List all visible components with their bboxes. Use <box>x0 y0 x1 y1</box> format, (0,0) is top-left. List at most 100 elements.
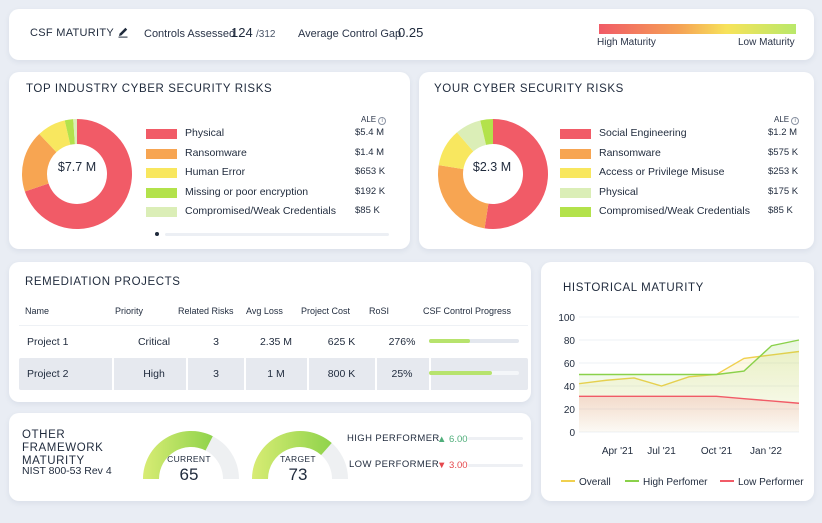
risk-legend-item[interactable]: Social Engineering $1.2 M <box>560 127 805 141</box>
high-performer-label: HIGH PERFORMER <box>347 433 440 444</box>
project-related-risks: 3 <box>213 368 219 380</box>
col-header-project-cost[interactable]: Project Cost <box>301 306 351 316</box>
risk-label: Physical <box>599 185 639 198</box>
project-cost: 800 K <box>327 368 356 380</box>
ale-header: ALE i <box>774 115 800 125</box>
target-value: 73 <box>288 465 308 484</box>
project-priority: High <box>143 368 165 380</box>
col-header-csf-progress[interactable]: CSF Control Progress <box>423 306 512 316</box>
low-performer-value: ▼ 3.00 <box>437 460 468 471</box>
project-rosi: 276% <box>388 336 416 348</box>
project-priority: Critical <box>137 336 171 348</box>
controls-assessed-value: 124 <box>231 25 253 40</box>
arrow-up-icon: ▲ <box>437 434 447 445</box>
col-header-name[interactable]: Name <box>25 306 50 316</box>
risk-legend-item[interactable]: Ransomware $575 K <box>560 147 805 161</box>
scroll-indicator-dot[interactable] <box>155 232 159 236</box>
risk-label: Social Engineering <box>599 127 687 139</box>
low-performer-track <box>468 464 523 467</box>
risk-ale-value: $175 K <box>768 185 799 197</box>
table-row[interactable]: Project 2 High 3 1 M 800 K 25% <box>19 358 528 390</box>
risk-ale-value: $192 K <box>355 185 386 197</box>
col-header-rosi[interactable]: RoSI <box>369 306 390 316</box>
industry-risks-card: TOP INDUSTRY CYBER SECURITY RISKS $7.7 M… <box>9 72 410 249</box>
risk-legend-item[interactable]: Physical $175 K <box>560 186 805 200</box>
y-tick-label: 40 <box>564 382 576 393</box>
maturity-gradient-legend <box>599 24 796 34</box>
horizontal-scrollbar[interactable] <box>165 233 389 236</box>
risk-legend-item[interactable]: Compromised/Weak Credentials $85 K <box>560 205 805 219</box>
risk-ale-value: $1.4 M <box>355 146 385 158</box>
legend-swatch <box>560 129 591 139</box>
industry-risk-slice-4[interactable] <box>73 119 77 145</box>
x-tick-label: Oct '21 <box>701 446 733 457</box>
other-framework-title: OTHER FRAMEWORK MATURITY <box>22 429 104 467</box>
risk-legend-item[interactable]: Ransomware $1.4 M <box>146 147 396 161</box>
controls-total: /312 <box>256 29 276 40</box>
remediation-title: REMEDIATION PROJECTS <box>25 276 181 288</box>
legend-series-label[interactable]: Low Performer <box>738 477 804 488</box>
low-performer-number: 3.00 <box>449 460 468 471</box>
legend-series-label[interactable]: High Perfomer <box>643 477 708 488</box>
risk-legend-item[interactable]: Human Error $653 K <box>146 166 396 180</box>
col-header-priority[interactable]: Priority <box>115 306 144 316</box>
risk-ale-value: $575 K <box>768 146 799 158</box>
col-header-related-risks[interactable]: Related Risks <box>178 306 234 316</box>
project-related-risks: 3 <box>213 336 219 348</box>
legend-swatch <box>560 148 591 159</box>
your-risks-total: $2.3 M <box>472 160 512 174</box>
industry-risks-title: TOP INDUSTRY CYBER SECURITY RISKS <box>26 83 273 95</box>
risk-ale-value: $253 K <box>768 166 799 178</box>
remediation-projects-card: REMEDIATION PROJECTS Name Priority Relat… <box>9 262 531 402</box>
your-risk-slice-1[interactable] <box>438 165 489 229</box>
risk-ale-value: $653 K <box>355 166 386 178</box>
risk-legend-item[interactable]: Compromised/Weak Credentials $85 K <box>146 205 396 219</box>
historical-maturity-chart[interactable]: 0 20 40 60 80 100 Apr '21 Jul '21 Oct '21 Jan '22… <box>541 262 814 501</box>
legend-series-label[interactable]: Overall <box>579 477 611 488</box>
industry-risk-slice-1[interactable] <box>22 133 57 192</box>
legend-swatch <box>146 148 177 159</box>
gauge-fill <box>143 431 213 479</box>
industry-risk-slice-2[interactable] <box>39 120 71 153</box>
edit-pencil-icon[interactable] <box>117 26 129 38</box>
framework-name[interactable]: NIST 800-53 Rev 4 <box>22 465 112 477</box>
industry-risk-slice-0[interactable] <box>24 119 133 229</box>
industry-risks-total: $7.7 M <box>57 160 97 174</box>
y-tick-label: 0 <box>569 428 575 439</box>
ale-header: ALE i <box>361 115 387 125</box>
high-performer-value: ▲ 6.00 <box>437 434 468 445</box>
legend-swatch <box>146 168 177 179</box>
your-risk-slice-4[interactable] <box>480 119 493 145</box>
current-label: CURRENT <box>167 454 211 464</box>
info-icon[interactable]: i <box>378 117 387 125</box>
project-avg-loss: 2.35 M <box>259 336 293 348</box>
project-name: Project 1 <box>27 336 69 348</box>
legend-low-maturity: Low Maturity <box>738 37 795 48</box>
legend-swatch <box>146 207 177 218</box>
project-rosi: 25% <box>391 368 413 380</box>
high-performer-number: 6.00 <box>449 434 468 445</box>
risk-legend-item[interactable]: Missing or poor encryption $192 K <box>146 186 396 200</box>
industry-risk-slice-3[interactable] <box>64 119 75 145</box>
controls-assessed-label: Controls Assessed <box>144 28 236 40</box>
your-risk-slice-3[interactable] <box>456 120 487 152</box>
col-header-avg-loss[interactable]: Avg Loss <box>246 306 283 316</box>
your-risk-slice-0[interactable] <box>484 119 549 230</box>
series-area <box>579 396 799 432</box>
table-row[interactable]: Project 1 Critical 3 2.35 M 625 K 276% <box>19 325 528 357</box>
risk-legend-item[interactable]: Access or Privilege Misuse $253 K <box>560 166 805 180</box>
your-risks-donut[interactable] <box>437 118 549 230</box>
y-tick-label: 60 <box>564 359 576 370</box>
low-performer-label: LOW PERFORMER <box>349 459 440 470</box>
series-line[interactable] <box>579 339 800 376</box>
ale-label: ALE <box>361 115 377 124</box>
info-icon[interactable]: i <box>791 117 800 125</box>
high-performer-track <box>468 437 523 440</box>
industry-risks-donut[interactable] <box>21 118 133 230</box>
series-line[interactable] <box>579 395 800 404</box>
legend-high-maturity: High Maturity <box>597 37 656 48</box>
your-risk-slice-2[interactable] <box>438 132 474 170</box>
your-risks-title: YOUR CYBER SECURITY RISKS <box>434 83 624 95</box>
current-value: 65 <box>179 465 199 484</box>
risk-legend-item[interactable]: Physical $5.4 M <box>146 127 396 141</box>
